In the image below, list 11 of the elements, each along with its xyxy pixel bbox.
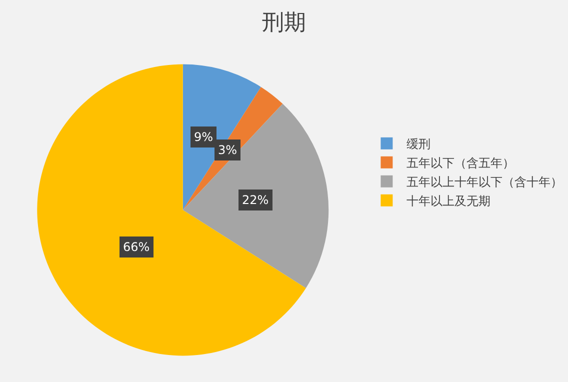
data-label: 66% (123, 240, 150, 254)
data-label: 22% (242, 193, 269, 207)
legend-label: 五年以下（含五年） (406, 156, 515, 170)
legend-label: 五年以上十年以下（含十年） (406, 175, 563, 190)
legend-label: 缓刑 (406, 137, 431, 152)
chart-title: 刑期 (262, 10, 306, 36)
data-label: 3% (218, 143, 238, 157)
pie-slice (182, 104, 328, 288)
legend-label: 十年以上及无期 (406, 194, 491, 208)
pie-slice (37, 64, 306, 356)
data-label: 9% (194, 130, 214, 144)
